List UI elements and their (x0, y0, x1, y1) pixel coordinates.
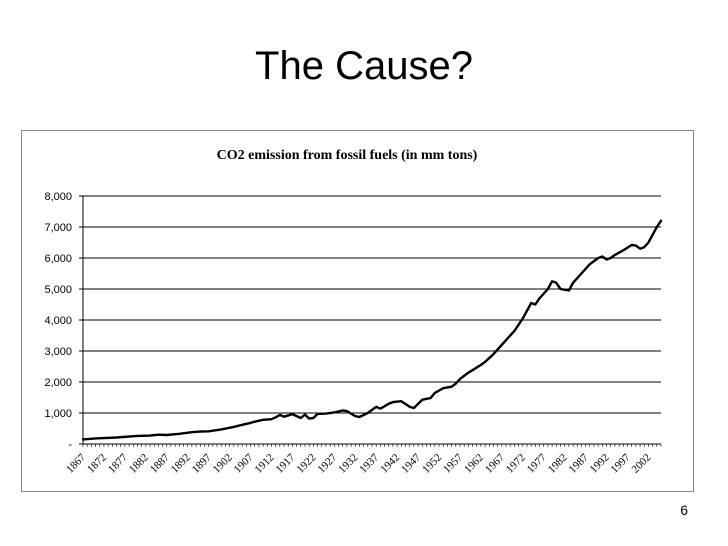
x-tick-label: 1992 (588, 452, 612, 476)
x-tick-label: 1917 (274, 451, 298, 475)
x-tick-label: 1997 (609, 451, 633, 475)
y-tick-label: 7,000 (44, 222, 72, 234)
page-number: 6 (680, 502, 688, 518)
x-tick-label: 1877 (106, 451, 130, 475)
x-tick-label: 1937 (357, 451, 381, 475)
x-tick-label: 1927 (315, 451, 339, 475)
x-tick-label: 1987 (567, 451, 591, 475)
y-tick-label: 8,000 (44, 191, 72, 203)
x-tick-label: 1982 (546, 452, 570, 476)
grid-lines (83, 195, 661, 414)
x-tick-label: 1907 (232, 451, 256, 475)
x-tick-label: 2002 (630, 452, 654, 476)
x-tick-label: 1947 (399, 451, 423, 475)
slide-title: The Cause? (255, 44, 473, 88)
x-tick-label: 1952 (420, 452, 444, 476)
x-tick-label: 1972 (504, 452, 528, 476)
x-tick-label: 1882 (127, 452, 151, 476)
x-tick-label: 1892 (169, 452, 193, 476)
y-tick-label: 5,000 (44, 284, 72, 296)
chart-title: CO2 emission from fossil fuels (in mm to… (217, 148, 478, 163)
y-tick-label: 2,000 (44, 377, 72, 389)
y-tick-label: 4,000 (44, 315, 72, 327)
x-tick-label: 1967 (483, 451, 507, 475)
y-tick-label: 1,000 (44, 408, 72, 420)
y-tick-label: - (68, 439, 72, 451)
y-tick-label: 3,000 (44, 346, 72, 358)
x-tick-label: 1867 (64, 451, 88, 475)
x-axis-ticks: 1867187218771882188718921897190219071912… (64, 444, 662, 476)
x-tick-label: 1872 (85, 452, 109, 476)
x-tick-label: 1887 (148, 451, 172, 475)
y-axis-ticks: - 1,000 2,000 3,000 4,000 5,000 6,000 7,000 8,00… (44, 191, 83, 451)
x-tick-label: 1962 (462, 452, 486, 476)
x-tick-label: 1922 (294, 452, 318, 476)
series-group (81, 219, 663, 441)
x-tick-label: 1957 (441, 451, 465, 475)
y-tick-label: 6,000 (44, 253, 72, 265)
chart-frame: CO2 emission from fossil fuels (in mm to… (21, 130, 694, 492)
co2-emission-chart: CO2 emission from fossil fuels (in mm to… (44, 148, 663, 476)
x-tick-label: 1902 (211, 452, 235, 476)
x-tick-label: 1932 (336, 452, 360, 476)
series-line (81, 219, 663, 441)
x-tick-label: 1897 (190, 451, 214, 475)
x-tick-label: 1977 (525, 451, 549, 475)
x-tick-label: 1942 (378, 452, 402, 476)
x-tick-label: 1912 (253, 452, 277, 476)
